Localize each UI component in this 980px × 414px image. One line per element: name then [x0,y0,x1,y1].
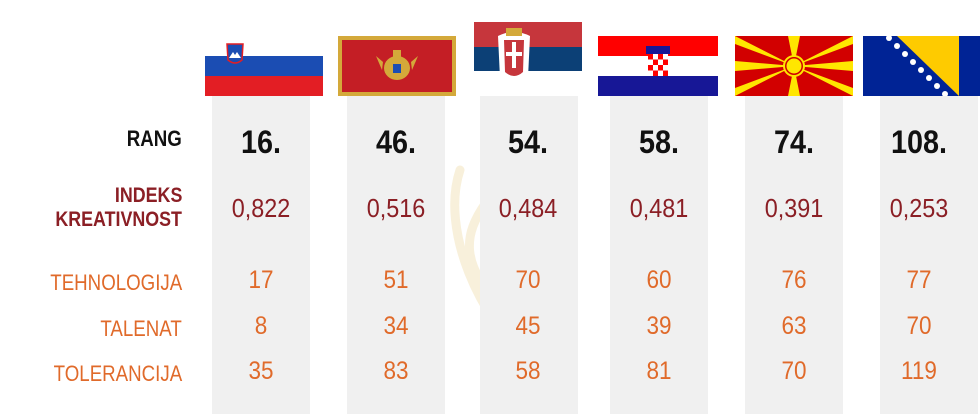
tolerance-value: 119 [901,357,937,385]
rank-value: 108. [890,124,948,160]
index-value: 0,484 [498,193,558,223]
talent-value: 63 [781,312,807,340]
slovenia-flag [205,36,323,96]
serbia-flag [474,22,582,96]
tolerance-value: 83 [383,357,409,385]
index-value: 0,391 [764,193,824,223]
rank-value: 54. [507,124,549,160]
column-background [347,96,445,414]
bosnia-herzegovina-flag [863,36,980,96]
technology-value: 51 [383,266,409,294]
montenegro-flag [338,36,456,96]
column-background [745,96,843,414]
index-value: 0,253 [889,193,949,223]
row-label-index-line2: KREATIVNOST [55,208,182,231]
talent-value: 39 [646,312,672,340]
row-label-technology: TEHNOLOGIJA [50,270,182,295]
technology-value: 17 [248,266,274,294]
technology-value: 77 [906,266,932,294]
technology-value: 76 [781,266,807,294]
row-label-talent: TALENAT [100,316,182,341]
tolerance-value: 58 [515,357,541,385]
talent-value: 45 [515,312,541,340]
column-background [480,96,578,414]
rank-value: 46. [375,124,417,160]
talent-value: 34 [383,312,409,340]
column-background [880,96,978,414]
column-background [610,96,708,414]
croatia-flag [598,36,718,96]
rank-value: 74. [773,124,815,160]
talent-value: 70 [906,312,932,340]
rank-value: 58. [638,124,680,160]
index-value: 0,822 [231,193,291,223]
rank-value: 16. [240,124,282,160]
technology-value: 70 [515,266,541,294]
technology-value: 60 [646,266,672,294]
index-value: 0,516 [366,193,426,223]
tolerance-value: 81 [646,357,672,385]
north-macedonia-flag [735,36,853,96]
tolerance-value: 70 [781,357,807,385]
tolerance-value: 35 [248,357,274,385]
row-label-tolerance: TOLERANCIJA [53,361,182,386]
talent-value: 8 [254,312,268,340]
column-background [212,96,310,414]
row-label-index-line1: INDEKS [114,184,182,207]
row-label-rank: RANG [126,126,182,151]
index-value: 0,481 [629,193,689,223]
